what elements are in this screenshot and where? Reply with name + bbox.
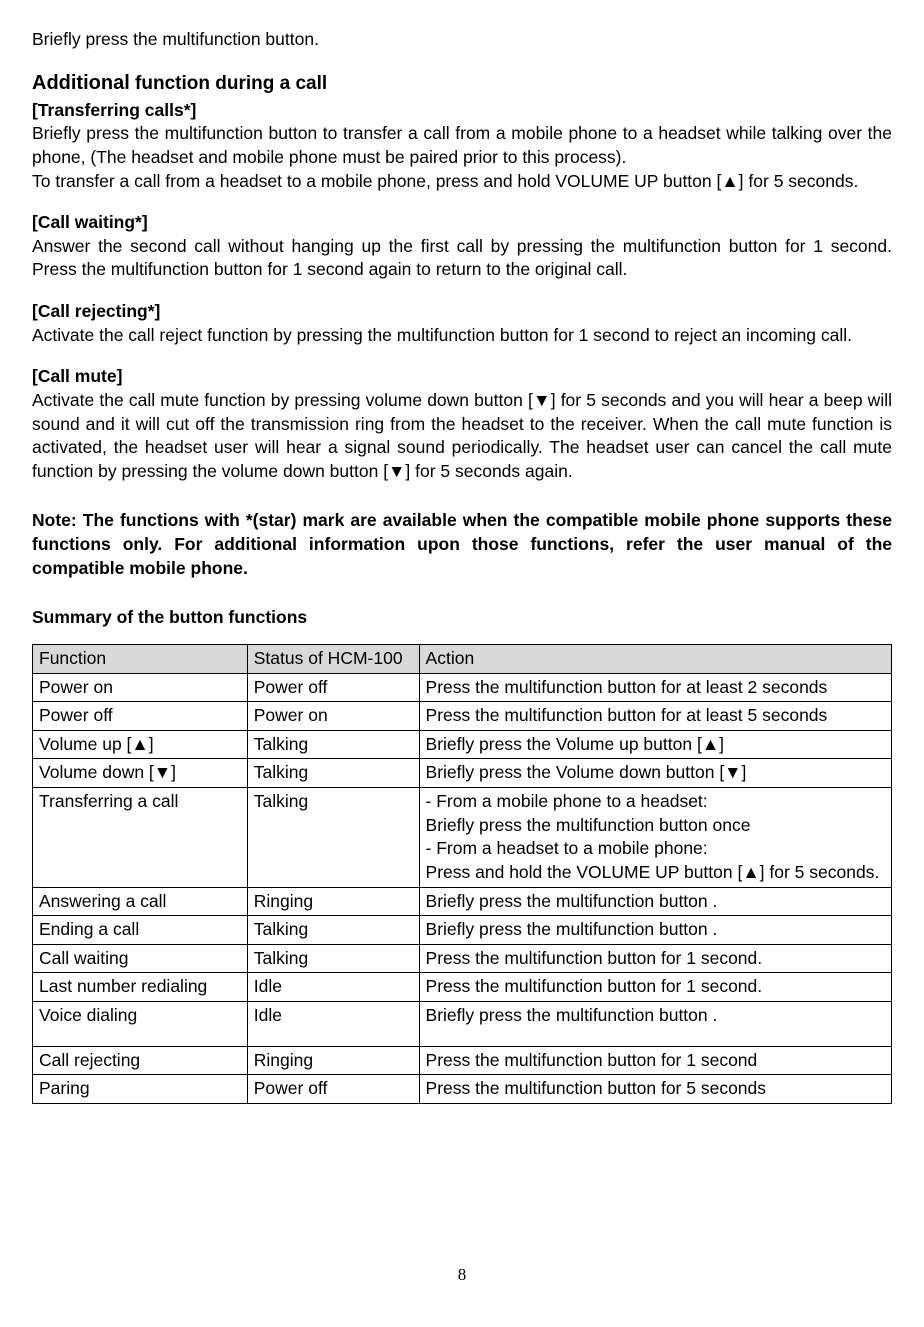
transfer-p1: Briefly press the multifunction button t… (32, 122, 892, 169)
heading-additional-rest: function during a call (130, 73, 327, 94)
page-number: 8 (32, 1264, 892, 1287)
table-cell: Briefly press the Volume down button [▼] (419, 759, 891, 788)
waiting-p1: Answer the second call without hanging u… (32, 235, 892, 282)
table-cell: Voice dialing (33, 1002, 248, 1047)
table-cell: Talking (247, 944, 419, 973)
header-action: Action (419, 644, 891, 673)
table-row: Call waitingTalkingPress the multifuncti… (33, 944, 892, 973)
waiting-title: [Call waiting*] (32, 211, 892, 235)
summary-table: Function Status of HCM-100 Action Power … (32, 644, 892, 1104)
table-cell: Press the multifunction button for 5 sec… (419, 1075, 891, 1104)
table-row: Volume down [▼]TalkingBriefly press the … (33, 759, 892, 788)
table-cell: Briefly press the multifunction button . (419, 1002, 891, 1047)
table-cell: Press the multifunction button for at le… (419, 702, 891, 731)
table-cell: Briefly press the multifunction button . (419, 887, 891, 916)
table-cell: Transferring a call (33, 788, 248, 888)
table-cell: Answering a call (33, 887, 248, 916)
table-row: Power offPower onPress the multifunction… (33, 702, 892, 731)
table-cell: Power off (247, 1075, 419, 1104)
table-cell: Briefly press the multifunction button . (419, 916, 891, 945)
table-cell: Power on (247, 702, 419, 731)
table-cell: Press the multifunction button for at le… (419, 673, 891, 702)
table-cell: Press the multifunction button for 1 sec… (419, 973, 891, 1002)
heading-additional-strong: Additional (32, 72, 130, 94)
summary-heading: Summary of the button functions (32, 606, 892, 630)
reject-p1: Activate the call reject function by pre… (32, 324, 892, 348)
transfer-p2: To transfer a call from a headset to a m… (32, 170, 892, 194)
table-cell: Volume down [▼] (33, 759, 248, 788)
table-row: Call rejectingRingingPress the multifunc… (33, 1046, 892, 1075)
table-cell: Power off (247, 673, 419, 702)
table-cell: Call waiting (33, 944, 248, 973)
table-row: Last number redialingIdlePress the multi… (33, 973, 892, 1002)
table-cell: Last number redialing (33, 973, 248, 1002)
table-cell: Idle (247, 973, 419, 1002)
heading-additional: Additional function during a call (32, 70, 892, 97)
header-function: Function (33, 644, 248, 673)
table-cell: Talking (247, 788, 419, 888)
intro-line: Briefly press the multifunction button. (32, 28, 892, 52)
table-cell: Ending a call (33, 916, 248, 945)
table-row: Transferring a callTalking- From a mobil… (33, 788, 892, 888)
header-status: Status of HCM-100 (247, 644, 419, 673)
table-cell: Talking (247, 916, 419, 945)
table-header-row: Function Status of HCM-100 Action (33, 644, 892, 673)
mute-title: [Call mute] (32, 365, 892, 389)
table-row: ParingPower offPress the multifunction b… (33, 1075, 892, 1104)
table-cell: Talking (247, 730, 419, 759)
table-cell: Power off (33, 702, 248, 731)
table-cell: Call rejecting (33, 1046, 248, 1075)
table-cell: Power on (33, 673, 248, 702)
note: Note: The functions with *(star) mark ar… (32, 509, 892, 580)
transfer-title: [Transferring calls*] (32, 99, 892, 123)
table-cell: Ringing (247, 887, 419, 916)
table-cell: Volume up [▲] (33, 730, 248, 759)
table-row: Ending a callTalkingBriefly press the mu… (33, 916, 892, 945)
table-cell: Paring (33, 1075, 248, 1104)
table-cell: Talking (247, 759, 419, 788)
table-row: Power onPower offPress the multifunction… (33, 673, 892, 702)
mute-p1: Activate the call mute function by press… (32, 389, 892, 484)
table-row: Voice dialingIdleBriefly press the multi… (33, 1002, 892, 1047)
table-row: Answering a callRingingBriefly press the… (33, 887, 892, 916)
table-cell: Press the multifunction button for 1 sec… (419, 1046, 891, 1075)
table-cell: Idle (247, 1002, 419, 1047)
table-cell: - From a mobile phone to a headset:Brief… (419, 788, 891, 888)
table-row: Volume up [▲]TalkingBriefly press the Vo… (33, 730, 892, 759)
table-cell: Press the multifunction button for 1 sec… (419, 944, 891, 973)
reject-title: [Call rejecting*] (32, 300, 892, 324)
table-cell: Ringing (247, 1046, 419, 1075)
table-cell: Briefly press the Volume up button [▲] (419, 730, 891, 759)
